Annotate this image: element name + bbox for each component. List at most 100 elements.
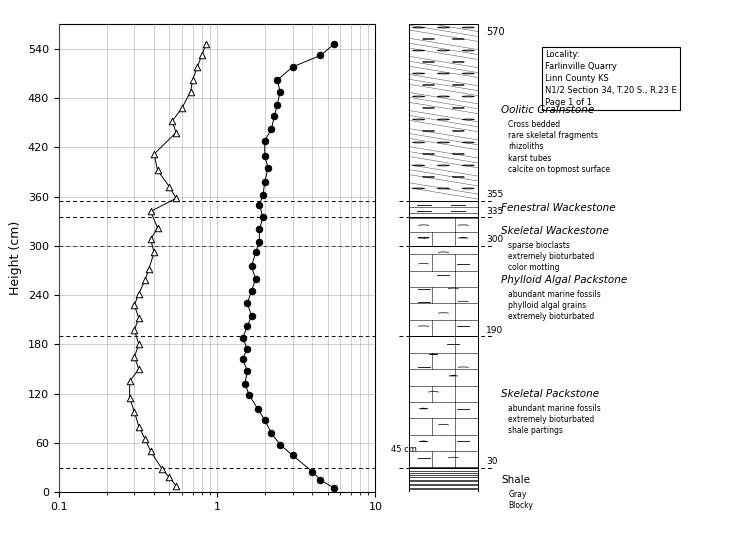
Point [269, 112, 280, 121]
Point [259, 178, 271, 186]
Point [306, 468, 318, 476]
Text: Skeletal Packstone: Skeletal Packstone [501, 389, 600, 399]
Point [259, 137, 271, 145]
Point [163, 182, 175, 191]
Point [129, 325, 141, 334]
Point [266, 125, 277, 133]
Point [185, 87, 197, 96]
Text: abundant marine fossils
extremely bioturbated
shale partings: abundant marine fossils extremely biotur… [508, 404, 601, 435]
Point [237, 355, 249, 364]
Text: 300: 300 [486, 235, 503, 244]
Point [241, 366, 253, 375]
Point [259, 151, 271, 160]
Bar [408, 217, 478, 246]
Point [200, 40, 212, 48]
Point [314, 476, 326, 484]
Point [272, 101, 283, 109]
Bar [381, 449, 387, 468]
Point [139, 276, 151, 285]
Text: abundant marine fossils
phylloid algal grains
extremely bioturbated: abundant marine fossils phylloid algal g… [508, 291, 601, 322]
Point [275, 440, 286, 449]
Point [170, 482, 182, 490]
Point [250, 248, 261, 257]
Point [314, 51, 326, 60]
Text: Skeletal Wackestone: Skeletal Wackestone [501, 226, 609, 236]
Point [272, 76, 283, 84]
Point [241, 322, 253, 331]
Point [129, 301, 141, 309]
Text: 30: 30 [486, 457, 498, 466]
Point [328, 484, 340, 492]
Point [328, 40, 340, 48]
Point [166, 117, 178, 125]
Point [145, 235, 157, 244]
Text: Shale: Shale [501, 475, 531, 485]
Text: 190: 190 [486, 325, 503, 335]
Text: 335: 335 [486, 207, 503, 216]
Point [133, 289, 145, 298]
Point [163, 473, 175, 482]
Point [266, 429, 277, 437]
Bar [381, 431, 387, 449]
Point [262, 164, 274, 172]
Text: Gray
Blocky: Gray Blocky [508, 490, 533, 510]
Point [187, 76, 199, 84]
Point [241, 299, 253, 308]
Point [259, 416, 271, 424]
Point [176, 104, 188, 112]
Text: 570: 570 [486, 27, 505, 37]
Point [133, 340, 145, 349]
Point [287, 62, 299, 71]
Point [156, 465, 168, 473]
Point [246, 262, 258, 271]
Point [170, 194, 182, 203]
Point [129, 407, 141, 416]
Text: Fenestral Wackestone: Fenestral Wackestone [501, 203, 616, 213]
Point [244, 391, 255, 400]
Point [257, 213, 269, 222]
Point [196, 51, 208, 60]
Point [253, 225, 265, 234]
Text: Phylloid Algal Packstone: Phylloid Algal Packstone [501, 275, 628, 286]
Point [152, 224, 163, 232]
Point [133, 365, 145, 373]
Text: 45 cm: 45 cm [391, 445, 417, 454]
Point [239, 380, 251, 388]
Point [133, 314, 145, 322]
Y-axis label: Height (cm): Height (cm) [10, 221, 22, 295]
Point [124, 377, 135, 386]
Bar [408, 201, 478, 217]
Point [246, 312, 258, 320]
Point [124, 393, 135, 402]
Text: sparse bioclasts
extremely bioturbated
color motting: sparse bioclasts extremely bioturbated c… [508, 241, 595, 272]
Point [257, 190, 269, 199]
Bar [408, 336, 478, 468]
Point [152, 166, 163, 175]
Point [133, 422, 145, 431]
Point [170, 128, 182, 137]
Point [287, 451, 299, 459]
Text: Oolitic Grainstone: Oolitic Grainstone [501, 105, 595, 116]
Bar [408, 24, 478, 201]
Point [145, 447, 157, 456]
Point [191, 62, 203, 71]
Point [253, 201, 265, 209]
Text: Cross bedded
rare skeletal fragments
rhizoliths
karst tubes
calcite on topmost s: Cross bedded rare skeletal fragments rhi… [508, 121, 610, 174]
Point [246, 287, 258, 295]
Point [148, 248, 160, 257]
Point [252, 404, 263, 413]
Point [143, 265, 155, 273]
Text: Locality:
Farlinville Quarry
Linn County KS
N1/2 Section 34, T.20 S., R.23 E
Pag: Locality: Farlinville Quarry Linn County… [545, 51, 677, 107]
Point [253, 237, 265, 246]
Point [145, 207, 157, 216]
Bar [408, 246, 478, 336]
Text: 355: 355 [486, 190, 503, 199]
Point [139, 435, 151, 443]
Point [129, 352, 141, 361]
Point [250, 274, 261, 283]
Point [148, 150, 160, 158]
Point [237, 334, 249, 342]
Point [275, 87, 286, 96]
Bar [408, 468, 478, 492]
Point [241, 344, 253, 353]
